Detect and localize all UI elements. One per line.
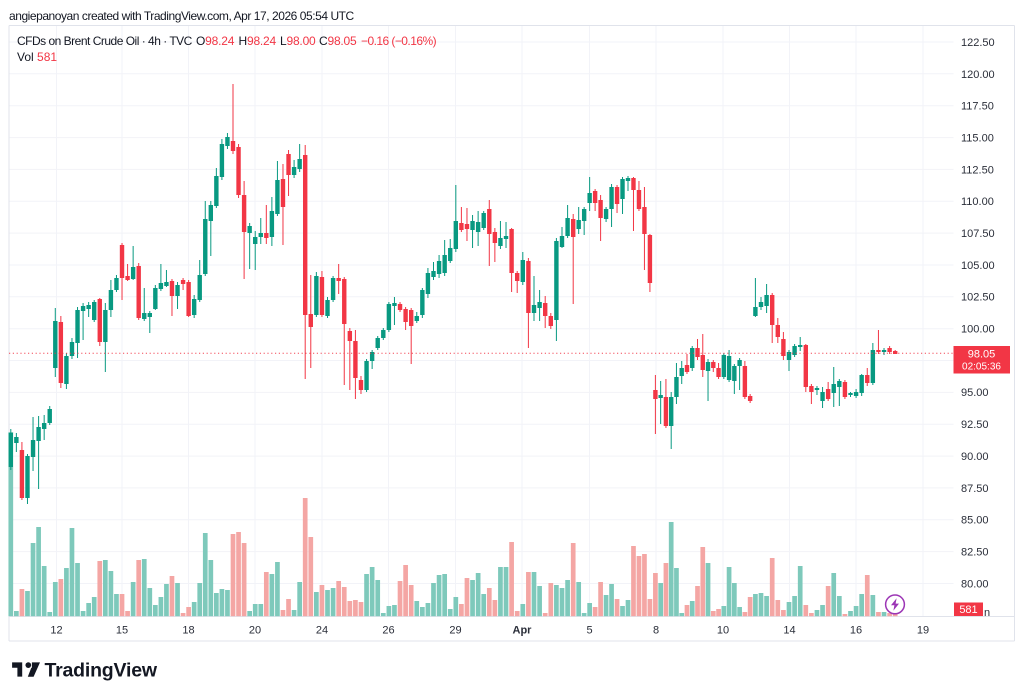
- svg-text:581: 581: [959, 604, 977, 616]
- svg-text:120.00: 120.00: [961, 69, 995, 81]
- svg-text:87.50: 87.50: [961, 483, 989, 495]
- svg-text:n: n: [984, 607, 990, 619]
- svg-text:TradingView: TradingView: [45, 659, 158, 681]
- svg-text:100.00: 100.00: [961, 324, 995, 336]
- svg-text:15: 15: [116, 624, 128, 636]
- svg-text:80.00: 80.00: [961, 578, 989, 590]
- svg-text:90.00: 90.00: [961, 451, 989, 463]
- svg-text:8: 8: [653, 624, 659, 636]
- svg-text:117.50: 117.50: [961, 101, 994, 113]
- svg-text:02:05:36: 02:05:36: [962, 362, 1001, 373]
- svg-text:12: 12: [50, 624, 62, 636]
- svg-text:95.00: 95.00: [961, 387, 989, 399]
- svg-text:92.50: 92.50: [961, 419, 989, 431]
- svg-text:29: 29: [449, 624, 461, 636]
- svg-text:16: 16: [850, 624, 862, 636]
- svg-text:122.50: 122.50: [961, 37, 995, 49]
- svg-text:105.00: 105.00: [961, 260, 995, 272]
- svg-text:102.50: 102.50: [961, 292, 995, 304]
- svg-text:85.00: 85.00: [961, 515, 989, 527]
- svg-text:Apr: Apr: [513, 624, 533, 636]
- svg-text:19: 19: [917, 624, 929, 636]
- svg-text:10: 10: [717, 624, 729, 636]
- svg-text:20: 20: [249, 624, 261, 636]
- svg-text:5: 5: [586, 624, 592, 636]
- svg-text:24: 24: [316, 624, 328, 636]
- svg-text:14: 14: [783, 624, 795, 636]
- svg-text:115.00: 115.00: [961, 133, 994, 145]
- svg-text:112.50: 112.50: [961, 164, 994, 176]
- svg-text:107.50: 107.50: [961, 228, 995, 240]
- svg-text:26: 26: [382, 624, 394, 636]
- svg-text:98.05: 98.05: [968, 349, 996, 361]
- svg-text:18: 18: [182, 624, 194, 636]
- svg-text:82.50: 82.50: [961, 547, 989, 559]
- svg-text:110.00: 110.00: [961, 196, 994, 208]
